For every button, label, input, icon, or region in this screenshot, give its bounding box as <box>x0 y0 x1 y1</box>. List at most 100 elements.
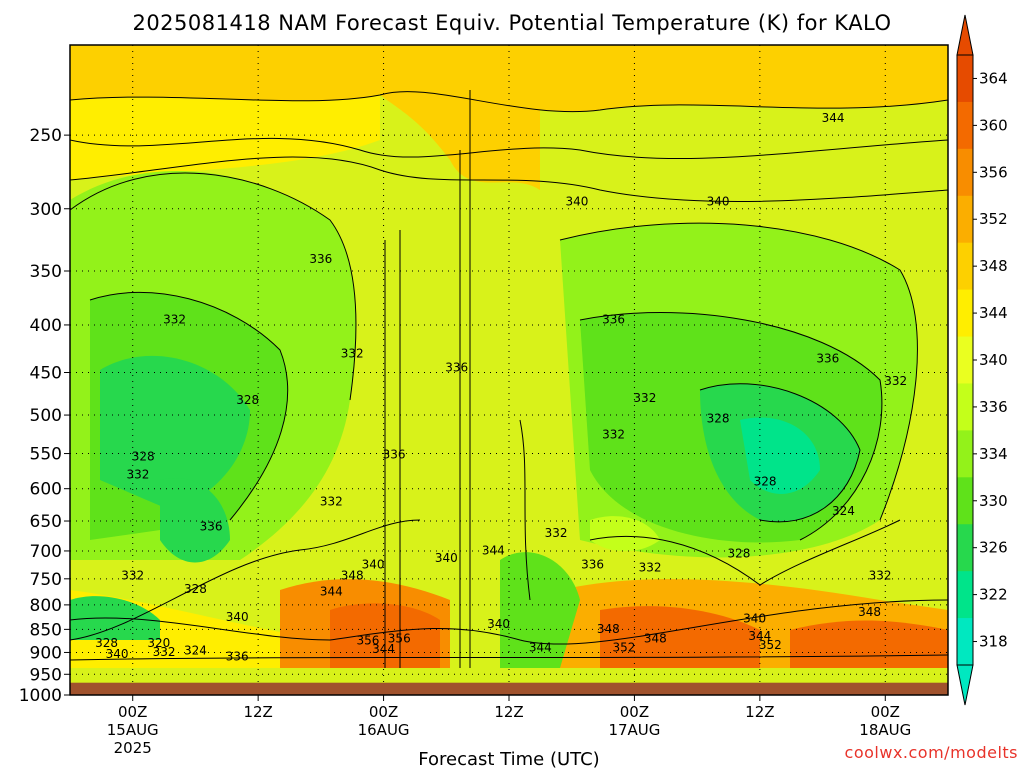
colorbar-swatch <box>957 290 973 337</box>
x-tick-label: 00Z <box>118 703 147 721</box>
y-tick-label: 500 <box>30 406 62 426</box>
colorbar-tick-label: 330 <box>979 492 1008 510</box>
y-axis: 250 300 350 400 450 500 550 600 650 700 750 800 850 9… <box>19 126 70 706</box>
y-tick-label: 650 <box>30 512 62 532</box>
contour-label: 340 <box>565 194 588 208</box>
contour-label: 340 <box>487 617 510 631</box>
contour-label: 340 <box>707 194 730 208</box>
colorbar-tick-label: 340 <box>979 351 1008 369</box>
colorbar-tick-label: 352 <box>979 210 1008 228</box>
theta-e-patch <box>790 621 948 668</box>
contour-label: 336 <box>226 649 249 663</box>
y-tick-label: 750 <box>30 570 62 590</box>
colorbar-swatch <box>957 524 973 571</box>
contour-label: 348 <box>341 569 364 583</box>
x-axis: 00Z15AUG202512Z 00Z16AUG12Z 00Z17AUG12Z 00Z… <box>107 695 912 757</box>
x-axis-label: Forecast Time (UTC) <box>418 749 599 768</box>
contour-label: 328 <box>754 474 777 488</box>
y-tick-label: 550 <box>30 445 62 465</box>
contour-label: 340 <box>226 610 249 624</box>
contour-label: 348 <box>597 622 620 636</box>
contour-label: 336 <box>200 520 223 534</box>
colorbar-swatch <box>957 430 973 477</box>
colorbar-tick-label: 360 <box>979 116 1008 134</box>
contour-label: 336 <box>309 252 332 266</box>
colorbar-swatch <box>957 337 973 384</box>
y-tick-label: 450 <box>30 364 62 384</box>
contour-label: 348 <box>644 631 667 645</box>
y-tick-label: 350 <box>30 262 62 282</box>
colorbar-swatch <box>957 571 973 618</box>
colorbar-swatch <box>957 618 973 665</box>
y-tick-label: 950 <box>30 665 62 685</box>
y-tick-label: 400 <box>30 316 62 336</box>
colorbar-swatch <box>957 383 973 430</box>
contour-label: 336 <box>383 448 406 462</box>
x-tick-sublabel: 2025 <box>114 739 152 757</box>
x-tick-label: 00Z <box>369 703 398 721</box>
colorbar-swatch <box>957 55 973 102</box>
colorbar-tick-label: 336 <box>979 398 1008 416</box>
contour-label: 328 <box>727 546 750 560</box>
contour-label: 332 <box>602 427 625 441</box>
contour-label: 344 <box>822 111 845 125</box>
x-tick-label: 12Z <box>494 703 523 721</box>
colorbar-swatch <box>957 477 973 524</box>
y-tick-label: 850 <box>30 620 62 640</box>
contour-label: 344 <box>372 642 395 656</box>
ground-layer <box>70 683 948 695</box>
contour-label: 340 <box>743 611 766 625</box>
colorbar-tick-label: 344 <box>979 304 1008 322</box>
contour-label: 328 <box>132 450 155 464</box>
contour-label: 348 <box>858 605 881 619</box>
contour-label: 352 <box>759 638 782 652</box>
x-tick-sublabel: 16AUG <box>358 721 410 739</box>
x-tick-label: 00Z <box>620 703 649 721</box>
contour-label: 336 <box>602 312 625 326</box>
colorbar-tick-label: 318 <box>979 633 1008 651</box>
contour-label: 332 <box>153 645 176 659</box>
colorbar-tick-label: 334 <box>979 445 1008 463</box>
x-tick-sublabel: 18AUG <box>859 721 911 739</box>
contour-label: 336 <box>445 360 468 374</box>
colorbar-tick-label: 326 <box>979 539 1008 557</box>
contour-label: 332 <box>126 468 149 482</box>
contour-label: 328 <box>184 582 207 596</box>
colorbar-swatch <box>957 196 973 243</box>
y-tick-label: 600 <box>30 480 62 500</box>
contour-label: 352 <box>613 640 636 654</box>
contour-label: 328 <box>236 393 259 407</box>
contour-label: 340 <box>106 647 129 661</box>
contour-label: 332 <box>121 569 144 583</box>
contour-label: 336 <box>816 351 839 365</box>
contour-label: 332 <box>341 347 364 361</box>
contour-label: 328 <box>707 412 730 426</box>
y-tick-label: 800 <box>30 596 62 616</box>
x-tick-label: 12Z <box>243 703 272 721</box>
contour-label: 332 <box>633 391 656 405</box>
contour-label: 344 <box>320 585 343 599</box>
x-tick-label: 00Z <box>871 703 900 721</box>
contour-label: 332 <box>320 494 343 508</box>
colorbar-tick-label: 348 <box>979 257 1008 275</box>
contour-label: 324 <box>832 504 855 518</box>
colorbar-swatch <box>957 243 973 290</box>
colorbar-swatch <box>957 149 973 196</box>
contour-label: 340 <box>435 551 458 565</box>
contour-label: 332 <box>545 526 568 540</box>
colorbar-tick-label: 322 <box>979 586 1008 604</box>
contour-label: 332 <box>639 560 662 574</box>
contour-label: 344 <box>529 640 552 654</box>
y-tick-label: 900 <box>30 643 62 663</box>
contour-label: 340 <box>362 558 385 572</box>
contour-label: 332 <box>163 312 186 326</box>
contour-label: 332 <box>884 374 907 388</box>
contour-label: 336 <box>581 558 604 572</box>
colorbar-top-arrow <box>957 15 973 55</box>
credit-link[interactable]: coolwx.com/modelts <box>845 743 1018 762</box>
colorbar-swatch <box>957 102 973 149</box>
y-tick-label: 300 <box>30 200 62 220</box>
chart-title: 2025081418 NAM Forecast Equiv. Potential… <box>132 11 891 35</box>
colorbar-tick-label: 356 <box>979 163 1008 181</box>
